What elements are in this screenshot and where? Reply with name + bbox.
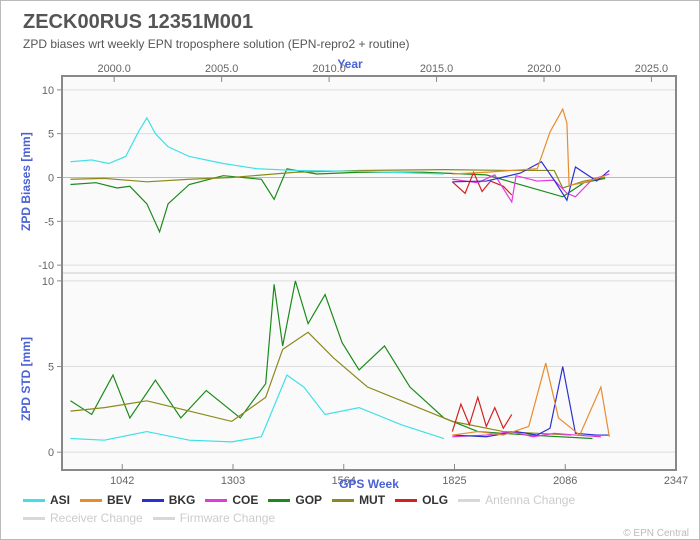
legend-item-bkg: BKG [142, 493, 196, 507]
svg-text:2020.0: 2020.0 [527, 63, 560, 75]
svg-text:2025.0: 2025.0 [635, 63, 668, 75]
legend-item-olg: OLG [395, 493, 448, 507]
svg-text:-5: -5 [44, 216, 54, 228]
credit-label: © EPN Central [623, 528, 689, 539]
page-subtitle: ZPD biases wrt weekly EPN troposphere so… [23, 37, 410, 51]
legend-item-gop: GOP [268, 493, 322, 507]
plot-svg: 2000.02005.02010.02015.02020.02025.0-10-… [62, 76, 676, 470]
svg-text:10: 10 [42, 276, 54, 288]
legend-item-coe: COE [205, 493, 258, 507]
svg-text:2005.0: 2005.0 [205, 63, 238, 75]
svg-text:0: 0 [48, 447, 54, 459]
bottom-axis-label: GPS Week [61, 477, 677, 491]
svg-text:5: 5 [48, 129, 54, 141]
svg-text:10: 10 [42, 85, 54, 97]
y-axis-label-std: ZPD STD [mm] [19, 337, 33, 421]
svg-text:-10: -10 [38, 260, 54, 272]
legend-item-asi: ASI [23, 493, 70, 507]
plot-area: 2000.02005.02010.02015.02020.02025.0-10-… [61, 75, 677, 471]
svg-text:0: 0 [48, 172, 54, 184]
svg-text:5: 5 [48, 362, 54, 374]
legend-item-mut: MUT [332, 493, 385, 507]
legend: ASI BEV BKG COE GOP MUT OLG Antenna Change Recei… [23, 493, 677, 525]
svg-text:2000.0: 2000.0 [98, 63, 131, 75]
legend-item-ghost: Firmware Change [153, 511, 275, 525]
chart-frame: { "header": { "title": "ZECK00RUS 12351M… [0, 0, 700, 540]
legend-item-ghost: Antenna Change [458, 493, 575, 507]
page-title: ZECK00RUS 12351M001 [23, 11, 253, 34]
svg-text:2015.0: 2015.0 [420, 63, 453, 75]
svg-text:2010.0: 2010.0 [312, 63, 345, 75]
y-axis-label-biases: ZPD Biases [mm] [19, 132, 33, 231]
legend-item-ghost: Receiver Change [23, 511, 143, 525]
legend-item-bev: BEV [80, 493, 132, 507]
